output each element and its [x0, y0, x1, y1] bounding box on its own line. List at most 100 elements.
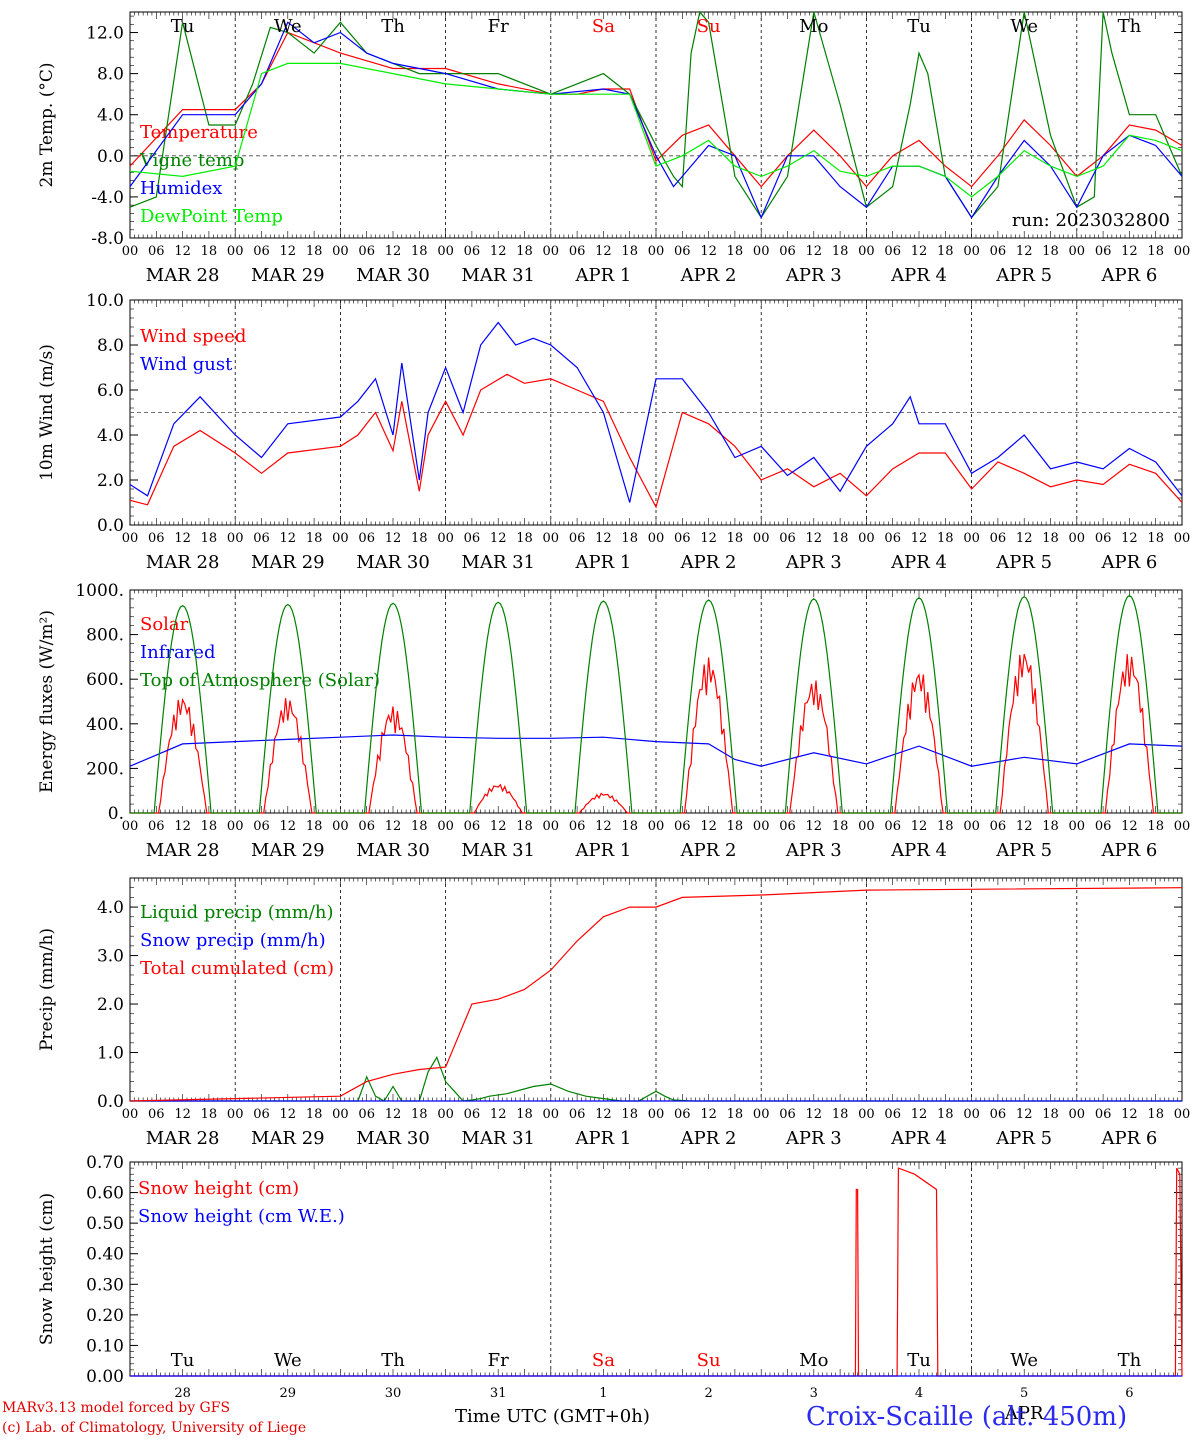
- legend-entry: Vigne temp: [139, 150, 244, 171]
- date-label: APR 3: [785, 265, 842, 286]
- hour-tick-label: 18: [411, 244, 428, 259]
- y-tick-label: 2.0: [97, 471, 124, 491]
- date-label: APR 5: [995, 1128, 1052, 1149]
- hour-tick-label: 06: [674, 531, 691, 546]
- hour-tick-label: 12: [1016, 819, 1033, 834]
- date-label: APR 5: [995, 552, 1052, 573]
- hour-tick-label: 00: [648, 531, 665, 546]
- panel-4: 0.0 1.0 2.0 3.0 4.0 Precip (mm/h) Liquid preci…: [37, 877, 1190, 1149]
- hour-tick-label: 12: [174, 819, 191, 834]
- panel-3: 0. 200. 400. 600. 800. 1000. Energy fluxes (W/…: [37, 581, 1190, 861]
- hour-tick-label: 00: [437, 531, 454, 546]
- hour-tick-label: 12: [806, 531, 823, 546]
- hour-tick-label: 00: [753, 531, 770, 546]
- hour-tick-label: 06: [358, 244, 375, 259]
- date-label: MAR 31: [461, 552, 535, 573]
- day-number-label: 6: [1125, 1386, 1133, 1401]
- hour-tick-label: 00: [227, 1107, 244, 1122]
- hour-tick-label: 00: [858, 531, 875, 546]
- hour-tick-label: 12: [280, 819, 297, 834]
- y-tick-label: -4.0: [91, 188, 124, 208]
- hour-tick-label: 00: [437, 1107, 454, 1122]
- y-tick-label: 400.: [86, 715, 124, 735]
- legend-entry: Total cumulated (cm): [140, 958, 334, 979]
- hour-tick-label: 06: [148, 531, 165, 546]
- date-label: MAR 31: [461, 265, 535, 286]
- date-label: MAR 29: [251, 840, 325, 861]
- day-number-label: 4: [915, 1386, 923, 1401]
- hour-tick-label: 12: [595, 531, 612, 546]
- hour-tick-label: 18: [937, 819, 954, 834]
- hour-tick-label: 06: [358, 1107, 375, 1122]
- y-axis-label: Precip (mm/h): [37, 928, 57, 1051]
- y-tick-label: 4.0: [97, 106, 124, 126]
- hour-tick-label: 12: [806, 1107, 823, 1122]
- hour-tick-label: 12: [1016, 1107, 1033, 1122]
- legend-entry: Snow precip (mm/h): [140, 930, 326, 951]
- date-label: APR 3: [785, 552, 842, 573]
- date-label: APR 2: [680, 840, 737, 861]
- hour-tick-label: 18: [1147, 531, 1164, 546]
- y-tick-label: 6.0: [97, 381, 124, 401]
- hour-tick-label: 06: [1095, 244, 1112, 259]
- hour-tick-label: 00: [753, 819, 770, 834]
- weekday-label: Tu: [171, 16, 195, 37]
- date-label: APR 4: [890, 552, 947, 573]
- hour-tick-label: 00: [543, 244, 560, 259]
- legend-entry: Wind gust: [140, 354, 233, 375]
- hour-tick-label: 12: [174, 531, 191, 546]
- hour-tick-label: 18: [1147, 1107, 1164, 1122]
- hour-tick-label: 00: [1069, 1107, 1086, 1122]
- date-label: APR 1: [574, 1128, 631, 1149]
- date-label: APR 3: [785, 1128, 842, 1149]
- date-label: MAR 30: [356, 1128, 430, 1149]
- hour-tick-label: 12: [385, 819, 402, 834]
- series-line-2: [129, 321, 1183, 503]
- weekday-label: We: [274, 16, 302, 37]
- hour-tick-label: 18: [621, 531, 638, 546]
- series-line-2: [129, 10, 1183, 219]
- date-label: MAR 28: [146, 840, 220, 861]
- hour-tick-label: 18: [727, 244, 744, 259]
- y-tick-label: 0.0: [97, 516, 124, 536]
- hour-tick-label: 12: [1121, 819, 1138, 834]
- hour-tick-label: 00: [753, 1107, 770, 1122]
- hour-tick-label: 18: [1147, 819, 1164, 834]
- hour-tick-label: 18: [411, 1107, 428, 1122]
- hour-tick-label: 18: [1042, 819, 1059, 834]
- hour-tick-label: 12: [700, 531, 717, 546]
- hour-tick-label: 12: [595, 1107, 612, 1122]
- hour-tick-label: 06: [569, 819, 586, 834]
- hour-tick-label: 12: [700, 244, 717, 259]
- weekday-label: Tu: [907, 1350, 931, 1371]
- hour-tick-label: 06: [148, 1107, 165, 1122]
- hour-tick-label: 18: [937, 531, 954, 546]
- date-label: APR 1: [574, 840, 631, 861]
- weekday-label: We: [1010, 1350, 1038, 1371]
- hour-tick-label: 00: [648, 1107, 665, 1122]
- hour-tick-label: 00: [227, 531, 244, 546]
- hour-tick-label: 18: [411, 819, 428, 834]
- hour-tick-label: 06: [779, 819, 796, 834]
- weekday-label: Fr: [488, 1350, 509, 1371]
- hour-tick-label: 00: [963, 244, 980, 259]
- hour-tick-label: 00: [227, 819, 244, 834]
- hour-tick-label: 00: [543, 1107, 560, 1122]
- y-tick-label: 0.00: [86, 1367, 124, 1387]
- series-line-2: [129, 734, 1183, 767]
- hour-tick-label: 18: [727, 819, 744, 834]
- series-line-4: [129, 62, 1183, 198]
- date-label: MAR 31: [461, 840, 535, 861]
- hour-tick-label: 00: [963, 531, 980, 546]
- date-label: APR 5: [995, 265, 1052, 286]
- hour-tick-label: 12: [911, 1107, 928, 1122]
- hour-tick-label: 12: [700, 819, 717, 834]
- panel-1: -8.0 -4.0 0.0 4.0 8.0 12.0 2m Temp. (°C) Temper…: [37, 10, 1190, 286]
- series-line-3: [129, 887, 1183, 1102]
- legend-entry: Solar: [140, 614, 189, 635]
- y-tick-label: 0.0: [97, 147, 124, 167]
- hour-tick-label: 12: [174, 1107, 191, 1122]
- hour-tick-label: 06: [253, 1107, 270, 1122]
- hour-tick-label: 12: [1121, 531, 1138, 546]
- hour-tick-label: 06: [253, 531, 270, 546]
